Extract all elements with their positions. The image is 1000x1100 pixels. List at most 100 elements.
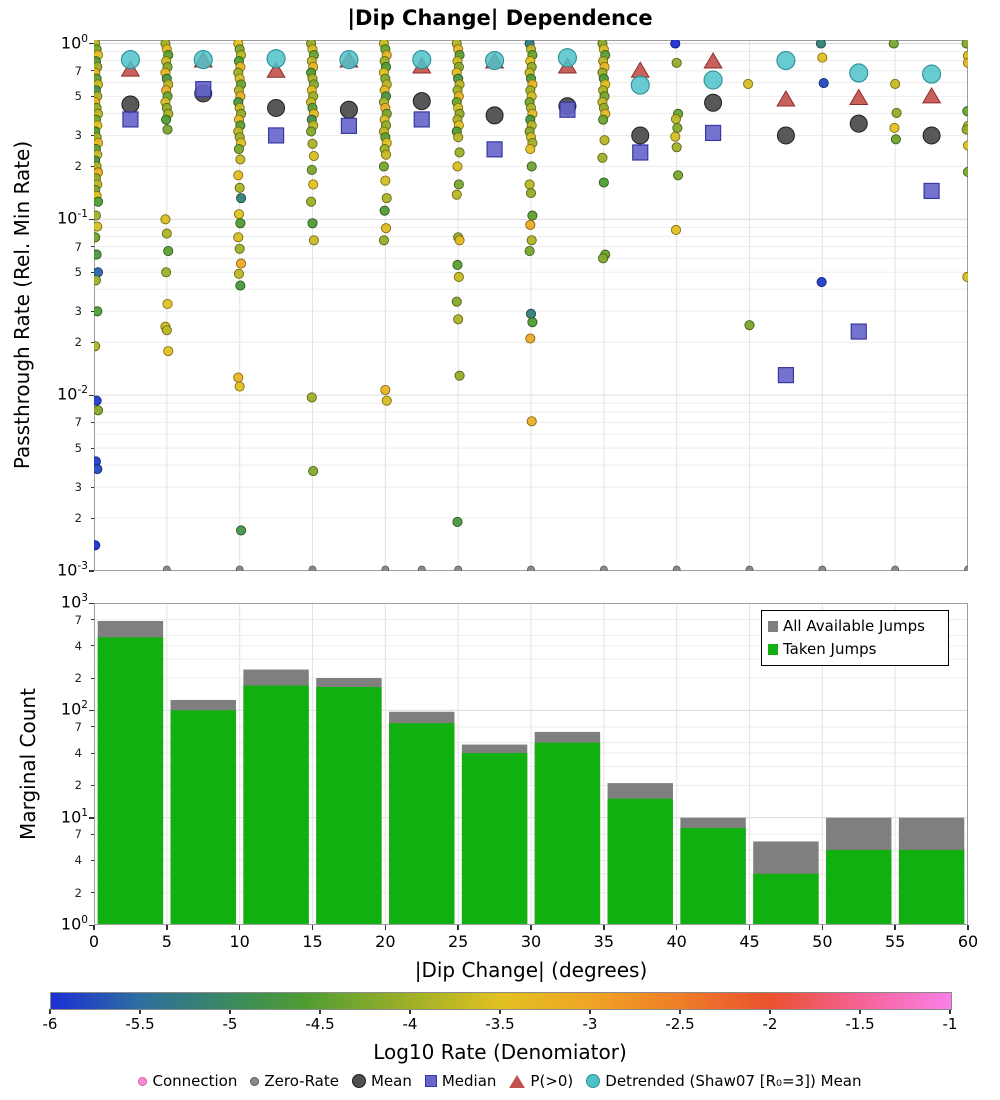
p-gt0-marker [776, 90, 796, 107]
colorbar-tick-label: -1.5 [845, 1015, 875, 1033]
detrended-marker [557, 48, 577, 68]
connection-dot [94, 210, 101, 221]
bottom-y-axis-label: Marginal Count [16, 688, 40, 840]
connection-dot [161, 114, 172, 125]
bar-taken [898, 849, 965, 925]
y-minor-tick-label: 2 [74, 335, 82, 350]
connection-dot [670, 131, 681, 142]
connection-dot [525, 333, 536, 344]
mean-circle-icon [351, 1074, 366, 1088]
connection-dot [526, 416, 537, 427]
connection-dot [233, 268, 245, 279]
mean-marker [412, 92, 431, 111]
connection-dot [381, 193, 392, 204]
connection-dot [451, 296, 462, 307]
median-marker [413, 111, 430, 128]
x-tick-label: 50 [812, 932, 833, 951]
y-minor-tick-label: 7 [74, 63, 82, 78]
zero-rate-dot [381, 565, 390, 571]
connection-dot [308, 151, 319, 162]
detrended-marker [120, 50, 140, 70]
zero-rate-dot [672, 565, 681, 571]
connection-dot [234, 381, 245, 392]
connection-dot [94, 249, 102, 260]
p-gt0-marker [630, 61, 650, 78]
zero-rate-dot [891, 565, 900, 571]
median-marker [850, 323, 867, 340]
connection-dot [743, 78, 754, 89]
zero-rate-dot [599, 565, 608, 571]
connection-dot [890, 78, 901, 89]
zero-rate-dot [417, 565, 426, 571]
legend-label: Detrended (Shaw07 [R₀=3]) Mean [605, 1072, 862, 1090]
y-tick-label: 100 [60, 914, 88, 934]
connection-dot [453, 314, 464, 325]
zero-rate-dot [454, 565, 463, 571]
connection-dot [94, 232, 101, 243]
median-marker [122, 111, 139, 128]
legend-mean: Mean [351, 1072, 412, 1090]
colorbar-tick-label: -1 [942, 1015, 958, 1033]
mean-marker [704, 93, 723, 112]
connection-dot [672, 122, 683, 133]
connection-dot [94, 275, 101, 286]
x-axis-label: |Dip Change| (degrees) [414, 958, 648, 982]
legend-label: All Available Jumps [783, 617, 925, 635]
y-minor-tick-label: 7 [74, 827, 82, 842]
detrended-marker [266, 49, 286, 69]
p-gt0-marker [921, 86, 942, 104]
detrended-marker [630, 75, 650, 95]
top-y-axis-label: Passthrough Rate (Rel. Min Rate) [10, 140, 34, 470]
connection-dot [670, 224, 682, 236]
x-tick-mark [93, 925, 95, 930]
connection-dot [94, 196, 104, 207]
bar-taken [316, 686, 382, 925]
colorbar-tick-label: -3.5 [485, 1015, 515, 1033]
bar-taken [170, 710, 236, 925]
connection-dot [962, 271, 968, 283]
connection-dot [890, 134, 901, 145]
connection-dot [744, 320, 755, 331]
connection-dot [308, 179, 319, 190]
connection-dot [94, 405, 104, 416]
y-minor-tick-label: 7 [74, 612, 82, 627]
connection-dot [94, 463, 103, 475]
connection-dot [235, 280, 246, 291]
median-marker [267, 127, 285, 144]
bar-taken [680, 828, 746, 925]
connection-dot [598, 177, 609, 188]
p-gt0-marker [703, 52, 723, 69]
connection-dot [525, 219, 536, 230]
p-gt0-marker [266, 61, 286, 78]
detrended-marker [485, 50, 505, 71]
y-minor-tick-label: 5 [74, 265, 82, 280]
legend-label: Taken Jumps [783, 640, 877, 658]
connection-dot [233, 144, 245, 155]
legend-label: Median [441, 1072, 497, 1090]
x-tick-label: 20 [375, 932, 396, 951]
zero-rate-dot [745, 565, 754, 571]
connection-dot [599, 135, 610, 146]
connection-dot [306, 164, 317, 175]
mean-marker [922, 126, 941, 145]
legend-p-gt0: P(>0) [509, 1072, 573, 1090]
colorbar-tick-label: -2 [762, 1015, 778, 1033]
connection-dot [453, 271, 464, 283]
connection-dot-icon [138, 1076, 148, 1086]
x-tick-label: 15 [302, 932, 323, 951]
connection-dot [598, 253, 609, 264]
x-tick-mark [457, 925, 459, 930]
connection-dot [160, 214, 171, 225]
p-gt0-marker [849, 88, 869, 105]
p-gt0-triangle-icon [509, 1074, 526, 1088]
y-tick-label: 10-2 [57, 384, 88, 404]
detrended-marker [412, 50, 432, 70]
zero-rate-dot [527, 565, 535, 571]
y-minor-tick-label: 5 [74, 441, 82, 456]
median-marker [704, 124, 722, 142]
connection-dot [233, 372, 244, 383]
taken-jumps-swatch-icon [768, 644, 778, 655]
colorbar-tick-label: -2.5 [665, 1015, 695, 1033]
x-tick-label: 60 [957, 932, 979, 951]
